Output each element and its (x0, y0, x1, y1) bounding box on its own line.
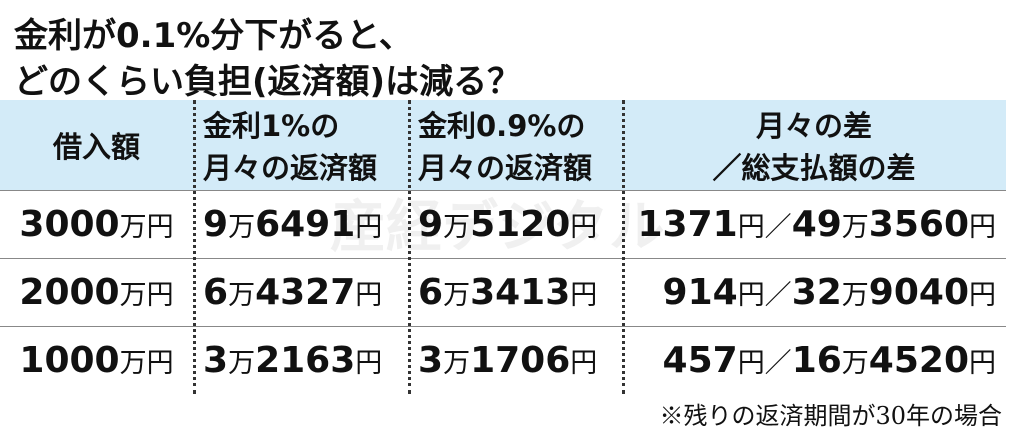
table-cell: 9 万 5120 円 (418, 203, 598, 245)
header-line: 金利1%の (203, 109, 340, 143)
footnote: ※残りの返済期間が30年の場合 (659, 402, 1002, 430)
header-line: 月々の差 (755, 109, 872, 143)
header-line: 金利0.9%の (418, 109, 586, 143)
table-cell: 2000 万円 (19, 271, 174, 313)
header-cell: 金利1%の月々の返済額 (193, 100, 408, 190)
header-line: 月々の返済額 (418, 151, 593, 185)
title-line: 金利が0.1%分下がると、 (14, 16, 413, 56)
header-cell: 月々の差 ／総支払額の差 (622, 100, 1006, 190)
table-cell: 3 万 1706 円 (418, 339, 598, 381)
row-divider (0, 190, 1006, 191)
table-cell: 9 万 6491 円 (203, 203, 383, 245)
column-divider (622, 100, 625, 394)
table-cell: 3 万 2163 円 (203, 339, 383, 381)
table-cell: 6 万 4327 円 (203, 271, 383, 313)
watermark: 産経デジタル (330, 195, 665, 260)
table-cell: 6 万 3413 円 (418, 271, 598, 313)
header-cell: 金利0.9%の 月々の返済額 (408, 100, 622, 190)
column-divider (193, 100, 196, 394)
table-cell: 1371 円／ 49 万 3560 円 (637, 203, 996, 245)
row-divider (0, 326, 1006, 327)
table-cell: 3000 万円 (19, 203, 174, 245)
table-cell: 457 円／ 16 万 4520 円 (662, 339, 996, 381)
header-cell: 借入額 (0, 100, 193, 190)
table-cell: 914 円／ 32 万 9040 円 (662, 271, 996, 313)
title-line: どのくらい負担(返済額)は減る？ (14, 62, 522, 102)
table: 借入額 金利1%の 月々の返済額 金利0.9%の 月々の返済額 月々の差 ／総支払額の差 30… (0, 100, 1006, 394)
header-line: 借入額 (52, 130, 140, 164)
header-line: 月々の返済額 (203, 151, 378, 185)
table-cell: 1000 万円 (19, 339, 174, 381)
column-divider (408, 100, 411, 394)
row-divider (0, 258, 1006, 259)
header-line: ／総支払額の差 (712, 151, 916, 185)
